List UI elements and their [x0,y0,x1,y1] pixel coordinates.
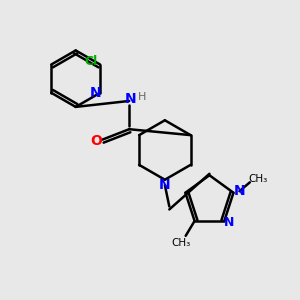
Text: Cl: Cl [84,55,97,68]
Text: O: O [90,134,102,148]
Text: CH₃: CH₃ [172,238,191,248]
Text: H: H [137,92,146,101]
Text: N: N [159,178,171,192]
Text: N: N [234,184,246,198]
Text: N: N [90,86,101,100]
Text: CH₃: CH₃ [248,174,268,184]
Text: N: N [125,92,136,106]
Text: N: N [224,216,235,229]
